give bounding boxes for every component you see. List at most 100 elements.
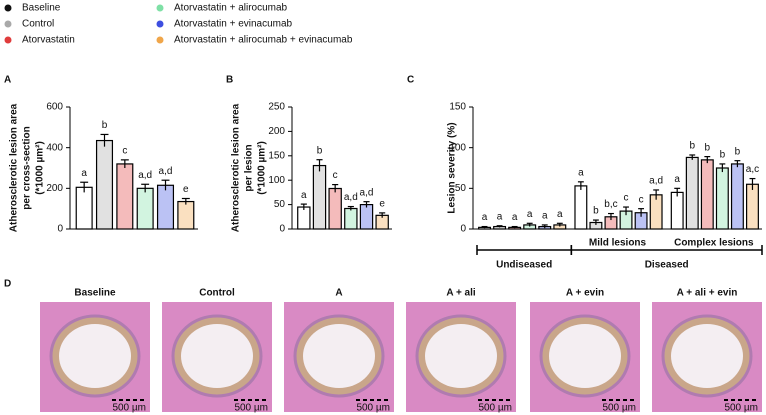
significance-letter: c xyxy=(122,146,127,157)
vessel-lumen xyxy=(425,324,497,388)
significance-letter: e xyxy=(379,199,385,210)
bar xyxy=(156,184,175,230)
image-label: A + evin xyxy=(566,288,604,299)
vessel-lumen xyxy=(181,324,253,388)
bar xyxy=(574,185,588,230)
y-axis-label: per cross-section xyxy=(22,126,33,209)
vessel-lumen xyxy=(549,324,621,388)
y-tick-label: 0 xyxy=(279,224,285,235)
significance-letter: a,d xyxy=(159,166,173,177)
y-tick-label: 200 xyxy=(46,183,63,194)
y-axis-label: (*1000 µm²) xyxy=(257,141,268,195)
y-axis-label: Atherosclerotic lesion area xyxy=(231,103,242,232)
scale-label: 500 µm xyxy=(478,403,512,414)
image-label: A + ali + evin xyxy=(677,288,738,299)
y-axis-label: Atherosclerotic lesion area xyxy=(9,103,20,232)
bar xyxy=(715,167,729,230)
significance-letter: b xyxy=(317,145,323,156)
y-axis-label: per lesion xyxy=(244,144,255,191)
significance-letter: a,d xyxy=(344,192,358,203)
scale-label: 500 µm xyxy=(234,403,268,414)
significance-letter: a xyxy=(512,212,518,223)
significance-letter: a xyxy=(542,211,548,222)
bar xyxy=(746,183,759,230)
panel-letter: C xyxy=(407,75,414,86)
y-axis-label: (*1000 µm²) xyxy=(35,141,46,195)
x-tick-label: Complex lesions xyxy=(674,238,754,249)
bar xyxy=(685,156,699,230)
bar xyxy=(359,204,374,230)
significance-letter: a xyxy=(301,190,307,201)
vessel-lumen xyxy=(303,324,375,388)
significance-letter: a xyxy=(578,167,584,178)
significance-letter: a xyxy=(674,174,680,185)
bar xyxy=(75,186,93,230)
y-tick-label: 400 xyxy=(46,142,63,153)
legend-label: Atorvastatin xyxy=(22,35,75,46)
image-label: A + ali xyxy=(446,288,476,299)
legend-label: Control xyxy=(22,19,54,30)
y-tick-label: 100 xyxy=(268,175,285,186)
y-tick-label: 150 xyxy=(449,102,466,113)
bracket xyxy=(570,245,763,255)
significance-letter: b xyxy=(593,206,599,217)
significance-letter: a xyxy=(482,212,488,223)
bar xyxy=(700,159,714,230)
legend-dot xyxy=(4,4,12,12)
panel-letter: A xyxy=(4,75,11,86)
y-tick-label: 50 xyxy=(274,199,286,210)
legend-label: Atorvastatin + evinacumab xyxy=(174,19,293,30)
bracket xyxy=(476,245,573,255)
legend-dot xyxy=(4,36,12,44)
bracket-label: Undiseased xyxy=(496,260,552,271)
image-label: Baseline xyxy=(74,288,116,299)
y-tick-label: 600 xyxy=(46,102,63,113)
legend-dot xyxy=(156,20,164,28)
y-tick-label: 0 xyxy=(57,224,63,235)
significance-letter: e xyxy=(183,184,189,195)
bar xyxy=(344,207,358,230)
bar xyxy=(136,187,154,230)
significance-letter: b xyxy=(689,141,695,152)
scale-label: 500 µm xyxy=(356,403,390,414)
legend-label: Baseline xyxy=(22,3,61,14)
significance-letter: b xyxy=(720,150,726,161)
bar xyxy=(312,164,327,230)
significance-letter: c xyxy=(333,170,338,181)
legend-dot xyxy=(156,36,164,44)
y-tick-label: 0 xyxy=(460,224,466,235)
significance-letter: b xyxy=(705,142,711,153)
bar xyxy=(95,139,114,230)
bar xyxy=(116,163,134,230)
x-tick-label: Mild lesions xyxy=(589,238,647,249)
bar xyxy=(328,187,342,230)
significance-letter: a xyxy=(527,209,533,220)
y-tick-label: 150 xyxy=(268,150,285,161)
panel-letter: D xyxy=(4,279,11,290)
scale-label: 500 µm xyxy=(724,403,758,414)
bar xyxy=(177,200,195,230)
significance-letter: b,c xyxy=(604,199,617,210)
significance-letter: b xyxy=(102,120,108,131)
scale-label: 500 µm xyxy=(602,403,636,414)
image-label: Control xyxy=(199,288,235,299)
significance-letter: a,d xyxy=(649,176,663,187)
legend-dot xyxy=(156,4,164,12)
significance-letter: c xyxy=(639,194,644,205)
bar xyxy=(670,191,684,230)
scale-label: 500 µm xyxy=(112,403,146,414)
bar xyxy=(297,206,311,230)
y-tick-label: 250 xyxy=(268,102,285,113)
significance-letter: c xyxy=(624,193,629,204)
significance-letter: a,d xyxy=(360,187,374,198)
significance-letter: a,c xyxy=(746,164,759,175)
significance-letter: a,d xyxy=(138,170,152,181)
bar xyxy=(649,194,663,230)
y-tick-label: 200 xyxy=(268,126,285,137)
significance-letter: a xyxy=(557,209,563,220)
legend-label: Atorvastatin + alirocumab xyxy=(174,3,288,14)
bar xyxy=(730,163,744,230)
significance-letter: a xyxy=(497,211,503,222)
bracket-label: Diseased xyxy=(645,260,689,271)
